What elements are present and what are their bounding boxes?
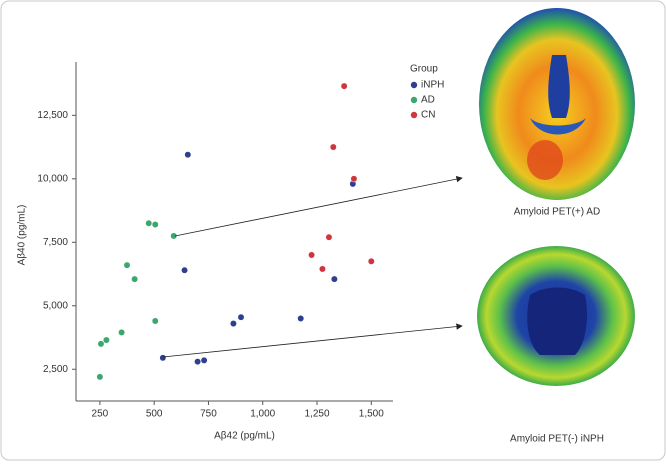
y-tick-label: 12,500 — [37, 110, 68, 121]
point — [131, 275, 139, 283]
point — [325, 233, 333, 241]
legend-label: CN — [421, 110, 435, 121]
arrow — [174, 175, 463, 237]
point — [340, 82, 348, 90]
point — [96, 373, 104, 381]
point — [184, 151, 192, 159]
legend-title: Group — [410, 64, 438, 75]
x-tick-label: 750 — [200, 409, 217, 420]
point — [123, 261, 131, 269]
x-tick-label: 500 — [146, 409, 163, 420]
point — [237, 313, 245, 321]
legend-marker — [410, 111, 418, 119]
legend-label: AD — [421, 95, 435, 106]
point — [367, 257, 375, 265]
point — [181, 266, 189, 274]
point — [330, 275, 338, 283]
point — [145, 219, 153, 227]
point — [159, 354, 167, 362]
point — [229, 320, 237, 328]
legend-label: iNPH — [421, 80, 444, 91]
y-tick-label: 2,500 — [43, 364, 68, 375]
point — [118, 328, 126, 336]
point — [297, 315, 305, 322]
pet-image-positive — [479, 8, 635, 200]
point — [329, 143, 337, 151]
point — [308, 251, 316, 259]
arrow — [162, 323, 463, 358]
y-axis-label: Aβ40 (pg/mL) — [17, 205, 28, 266]
legend-marker — [410, 81, 418, 89]
point — [194, 358, 202, 366]
x-tick-label: 1,000 — [250, 409, 275, 420]
point — [151, 317, 159, 325]
x-tick-label: 1,250 — [304, 409, 329, 420]
point — [97, 340, 105, 348]
point — [318, 265, 326, 273]
point — [151, 221, 159, 228]
image-caption: Amyloid PET(-) iNPH — [510, 434, 604, 445]
x-axis-label: Aβ42 (pg/mL) — [214, 431, 275, 442]
point — [200, 356, 208, 364]
y-tick-label: 5,000 — [43, 300, 68, 311]
y-tick-label: 10,000 — [37, 173, 68, 184]
point — [350, 175, 358, 183]
legend-marker — [410, 96, 418, 104]
image-caption: Amyloid PET(+) AD — [514, 207, 600, 218]
plot: 2,500 5,000 7,500 10,000 12,500 250 500 750 1,00… — [17, 62, 444, 442]
y-tick-label: 7,500 — [43, 237, 68, 248]
point — [102, 336, 110, 344]
pet-image-negative — [477, 246, 635, 386]
x-tick-label: 250 — [92, 409, 109, 420]
x-tick-label: 1,500 — [359, 409, 384, 420]
